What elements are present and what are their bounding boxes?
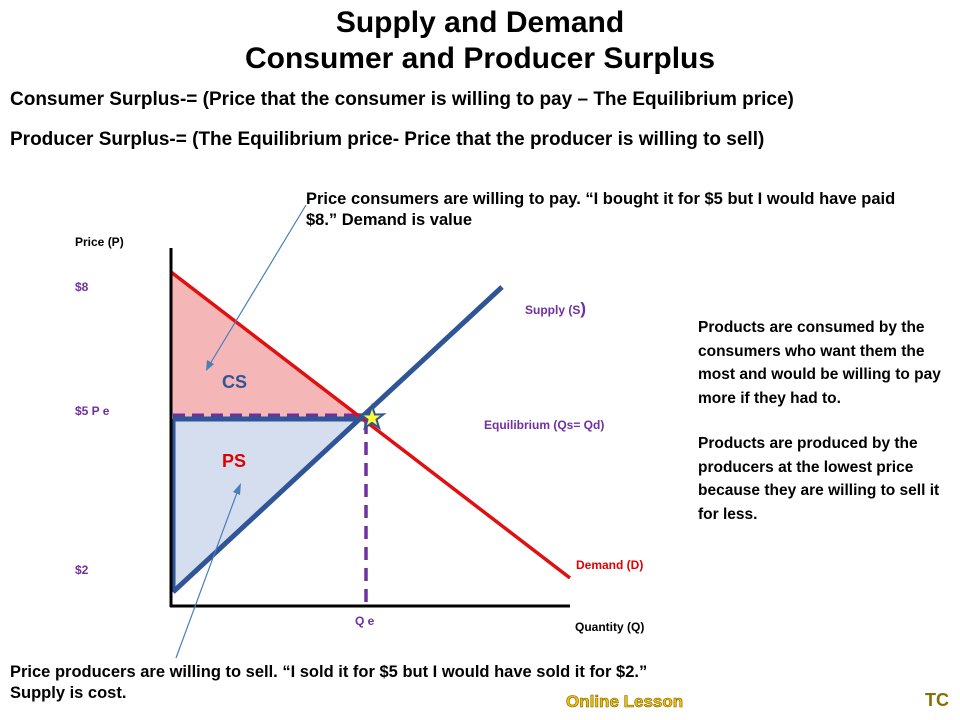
online-lesson-link[interactable]: Online Lesson [566,692,684,712]
producer-arrowhead [233,483,241,495]
equilibrium-label: Equilibrium (Qs= Qd) [484,418,605,432]
producer-surplus-definition: Producer Surplus-= (The Equilibrium pric… [10,129,765,150]
consumer-willingness-note: Price consumers are willing to pay. “I b… [306,190,896,229]
qe-label: Q e [355,614,375,628]
supply-curve [171,285,504,594]
price-5-label: $5 P e [75,404,110,418]
ps-label: PS [222,451,247,471]
side-explanation: Products are consumed by the consumers w… [698,316,948,526]
side-note-producers: Products are produced by the producers a… [698,435,940,523]
equilibrium-star-icon [357,402,387,431]
price-2-label: $2 [75,563,89,577]
consumer-arrow [209,204,307,365]
x-axis-label: Quantity (Q) [575,620,645,634]
side-note-consumers: Products are consumed by the consumers w… [698,319,941,407]
demand-label: Demand (D) [576,558,644,572]
supply-label-text: Supply (S [525,303,581,317]
page-title-line1: Supply and Demand [335,6,625,39]
cs-label: CS [222,372,248,392]
producer-arrow [175,489,239,659]
consumer-surplus-definition: Consumer Surplus-= (Price that the consu… [10,89,794,110]
price-8-label: $8 [75,280,89,294]
producer-willingness-note: Price producers are willing to sell. “I … [10,663,648,702]
supply-label: Supply (S) [525,299,587,318]
consumer-arrowhead [206,360,214,371]
y-axis-label: Price (P) [75,235,124,249]
tc-mark: TC [925,690,949,710]
page-title-line2: Consumer and Producer Surplus [244,42,716,75]
supply-label-paren: ) [580,299,587,318]
